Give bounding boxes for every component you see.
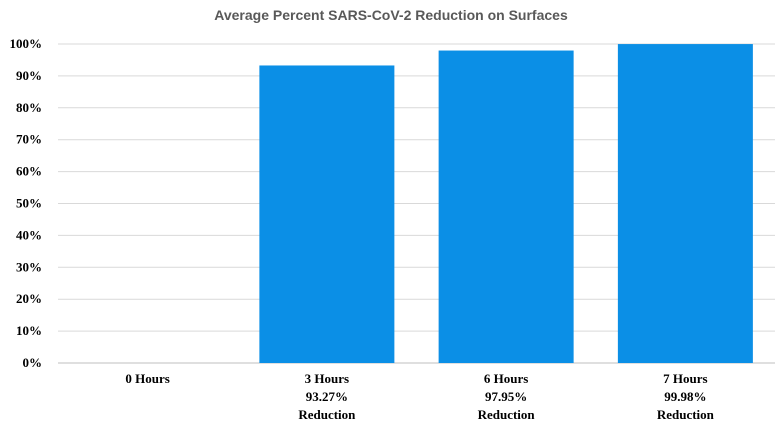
y-tick-label: 70% (16, 132, 42, 147)
bar (617, 44, 753, 363)
x-tick-label: 3 Hours (305, 371, 349, 386)
y-tick-label: 40% (16, 227, 42, 242)
bars (259, 44, 753, 364)
y-tick-label: 30% (16, 259, 42, 274)
x-tick-label: 0 Hours (125, 371, 169, 386)
bar (259, 65, 395, 364)
y-tick-label: 90% (16, 68, 42, 83)
y-tick-label: 80% (16, 100, 42, 115)
x-tick-label: Reduction (657, 407, 715, 422)
y-tick-label: 20% (16, 291, 42, 306)
y-tick-label: 50% (16, 196, 42, 211)
x-tick-label: Reduction (298, 407, 356, 422)
y-axis-ticks: 0% 10% 20% 30% 40% 50% 60% 70% 80% 90% 100% (10, 36, 43, 370)
x-axis-ticks: 0 Hours 3 Hours 93.27% Reduction 6 Hours 97.9… (125, 371, 714, 422)
y-tick-label: 100% (10, 36, 43, 51)
y-tick-label: 0% (23, 355, 43, 370)
x-tick-label: 99.98% (664, 389, 706, 404)
x-tick-label: 97.95% (485, 389, 527, 404)
chart-title: Average Percent SARS-CoV-2 Reduction on … (214, 7, 568, 23)
x-tick-label: Reduction (478, 407, 536, 422)
bar (438, 50, 574, 364)
y-tick-label: 10% (16, 323, 42, 338)
x-tick-label: 6 Hours (484, 371, 528, 386)
y-tick-label: 60% (16, 164, 42, 179)
x-tick-label: 7 Hours (663, 371, 707, 386)
x-tick-label: 93.27% (306, 389, 348, 404)
